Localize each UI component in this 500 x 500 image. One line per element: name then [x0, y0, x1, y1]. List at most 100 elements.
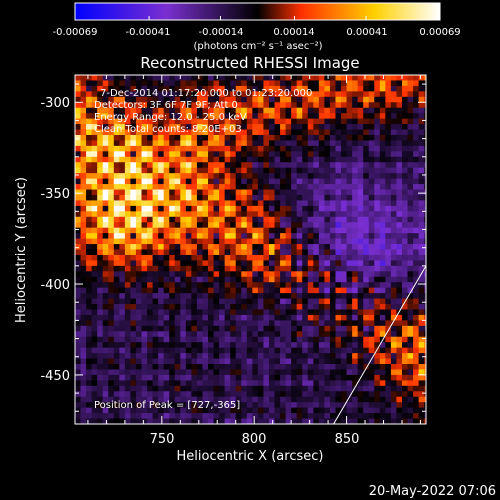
heatmap-cell: [124, 211, 132, 218]
heatmap-cell: [291, 124, 298, 131]
heatmap-cell: [213, 380, 220, 387]
heatmap-cell: [424, 413, 426, 420]
heatmap-cell: [357, 233, 364, 240]
heatmap-cell: [307, 364, 314, 371]
heatmap-cell: [318, 107, 325, 114]
heatmap-cell: [213, 216, 220, 223]
heatmap-cell: [307, 396, 314, 403]
heatmap-cell: [224, 233, 231, 240]
heatmap-cell: [163, 282, 170, 289]
heatmap-cell: [285, 167, 292, 174]
heatmap-cell: [363, 336, 370, 343]
heatmap-image: [75, 75, 426, 424]
heatmap-cell: [368, 353, 375, 360]
heatmap-cell: [219, 320, 226, 327]
heatmap-cell: [296, 151, 303, 158]
heatmap-cell: [124, 145, 132, 152]
heatmap-cell: [390, 325, 398, 332]
heatmap-cell: [202, 402, 209, 409]
heatmap-cell: [75, 145, 82, 152]
heatmap-cell: [108, 140, 115, 147]
heatmap-cell: [180, 418, 187, 424]
heatmap-cell: [363, 102, 370, 109]
heatmap-cell: [335, 314, 342, 321]
heatmap-cell: [368, 385, 375, 392]
heatmap-cell: [91, 194, 98, 202]
heatmap-cell: [224, 107, 231, 114]
heatmap-cell: [235, 314, 242, 321]
heatmap-cell: [280, 304, 287, 311]
heatmap-cell: [152, 189, 159, 196]
heatmap-cell: [135, 380, 143, 387]
heatmap-cell: [268, 162, 276, 169]
heatmap-cell: [163, 353, 170, 360]
heatmap-cell: [418, 385, 425, 392]
heatmap-cell: [341, 413, 348, 420]
heatmap-cell: [202, 325, 209, 332]
heatmap-cell: [180, 331, 187, 338]
heatmap-cell: [202, 331, 209, 338]
heatmap-cell: [329, 287, 337, 294]
heatmap-cell: [257, 184, 265, 191]
heatmap-cell: [296, 320, 303, 327]
heatmap-cell: [335, 124, 342, 131]
heatmap-cell: [268, 276, 276, 283]
heatmap-cell: [346, 75, 353, 82]
heatmap-cell: [152, 418, 159, 424]
heatmap-cell: [357, 151, 364, 158]
heatmap-cell: [252, 129, 259, 136]
heatmap-cell: [374, 364, 381, 371]
heatmap-cell: [352, 342, 359, 349]
heatmap-cell: [152, 265, 159, 272]
heatmap-cell: [208, 102, 215, 109]
heatmap-cell: [108, 85, 115, 92]
heatmap-cell: [86, 194, 93, 202]
heatmap-cell: [313, 320, 320, 327]
heatmap-cell: [196, 353, 204, 360]
heatmap-cell: [97, 118, 104, 125]
heatmap-cell: [141, 156, 148, 163]
heatmap-cell: [357, 298, 364, 305]
heatmap-cell: [108, 178, 115, 185]
heatmap-cell: [230, 265, 237, 272]
heatmap-cell: [147, 293, 154, 300]
heatmap-cell: [424, 184, 426, 191]
heatmap-cell: [75, 140, 82, 147]
heatmap-cell: [152, 260, 159, 267]
heatmap-cell: [396, 184, 403, 191]
heatmap-cell: [86, 238, 93, 245]
heatmap-cell: [135, 369, 143, 376]
heatmap-cell: [174, 113, 181, 120]
heatmap-cell: [180, 298, 187, 305]
heatmap-cell: [274, 244, 281, 251]
heatmap-cell: [318, 173, 325, 180]
heatmap-cell: [213, 113, 220, 120]
heatmap-cell: [202, 358, 209, 365]
heatmap-cell: [329, 167, 337, 174]
heatmap-cell: [108, 418, 115, 424]
heatmap-cell: [196, 80, 204, 87]
heatmap-cell: [147, 194, 154, 202]
heatmap-cell: [191, 380, 198, 387]
heatmap-cell: [329, 364, 337, 371]
heatmap-cell: [341, 205, 348, 212]
heatmap-cell: [86, 320, 93, 327]
heatmap-cell: [196, 249, 204, 256]
heatmap-cell: [180, 189, 187, 196]
heatmap-cell: [291, 358, 298, 365]
heatmap-cell: [252, 407, 259, 414]
heatmap-cell: [147, 145, 154, 152]
heatmap-cell: [424, 293, 426, 300]
heatmap-cell: [185, 124, 192, 131]
heatmap-cell: [385, 402, 392, 409]
heatmap-cell: [424, 282, 426, 289]
heatmap-cell: [130, 314, 137, 321]
heatmap-cell: [91, 413, 98, 420]
heatmap-cell: [91, 145, 98, 152]
heatmap-cell: [424, 178, 426, 185]
heatmap-cell: [274, 151, 281, 158]
heatmap-cell: [268, 358, 276, 365]
heatmap-cell: [75, 118, 82, 125]
heatmap-cell: [246, 385, 253, 392]
heatmap-cell: [152, 391, 159, 398]
